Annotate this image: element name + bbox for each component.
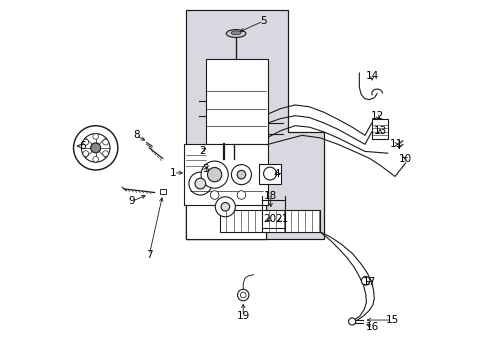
Circle shape	[231, 165, 251, 185]
Text: 15: 15	[386, 315, 399, 325]
Circle shape	[83, 139, 89, 145]
Text: 21: 21	[275, 214, 288, 224]
Bar	[184, 144, 268, 205]
Circle shape	[264, 167, 276, 180]
Text: 18: 18	[264, 191, 277, 201]
Text: 19: 19	[237, 311, 250, 321]
Ellipse shape	[226, 30, 246, 37]
Text: 5: 5	[260, 16, 267, 26]
Bar	[160, 189, 166, 194]
Text: 20: 20	[264, 214, 276, 224]
Circle shape	[348, 318, 356, 325]
Circle shape	[81, 134, 110, 162]
Text: 1: 1	[170, 168, 177, 178]
Text: 14: 14	[366, 71, 379, 81]
Circle shape	[237, 170, 245, 179]
Text: 11: 11	[390, 139, 403, 149]
Text: 13: 13	[373, 126, 387, 136]
Circle shape	[362, 276, 370, 285]
Text: 16: 16	[366, 322, 380, 332]
Circle shape	[221, 203, 230, 211]
Circle shape	[215, 197, 235, 217]
Bar	[186, 158, 267, 239]
Polygon shape	[186, 158, 267, 239]
Circle shape	[93, 157, 98, 162]
Circle shape	[91, 143, 100, 153]
Circle shape	[195, 178, 206, 189]
Text: 10: 10	[399, 154, 412, 163]
Bar	[220, 210, 320, 232]
Circle shape	[238, 289, 249, 301]
Text: 9: 9	[128, 197, 135, 206]
Circle shape	[237, 191, 245, 199]
Circle shape	[241, 292, 246, 298]
Circle shape	[93, 134, 98, 139]
Text: 4: 4	[274, 168, 280, 179]
FancyBboxPatch shape	[206, 59, 268, 144]
Text: 6: 6	[79, 141, 86, 151]
Circle shape	[103, 139, 108, 145]
Ellipse shape	[231, 31, 241, 35]
Circle shape	[210, 191, 219, 199]
Circle shape	[201, 161, 228, 188]
Text: 7: 7	[146, 250, 152, 260]
Text: 12: 12	[370, 111, 384, 121]
Bar	[259, 164, 281, 184]
Circle shape	[74, 126, 118, 170]
Text: 17: 17	[363, 277, 376, 287]
Circle shape	[83, 151, 89, 157]
Polygon shape	[186, 10, 323, 239]
Circle shape	[103, 151, 108, 157]
Circle shape	[189, 172, 212, 195]
Text: 2: 2	[199, 146, 205, 156]
Bar	[372, 119, 388, 139]
Circle shape	[207, 167, 222, 182]
Text: 8: 8	[133, 130, 140, 140]
Text: 3: 3	[202, 164, 209, 174]
